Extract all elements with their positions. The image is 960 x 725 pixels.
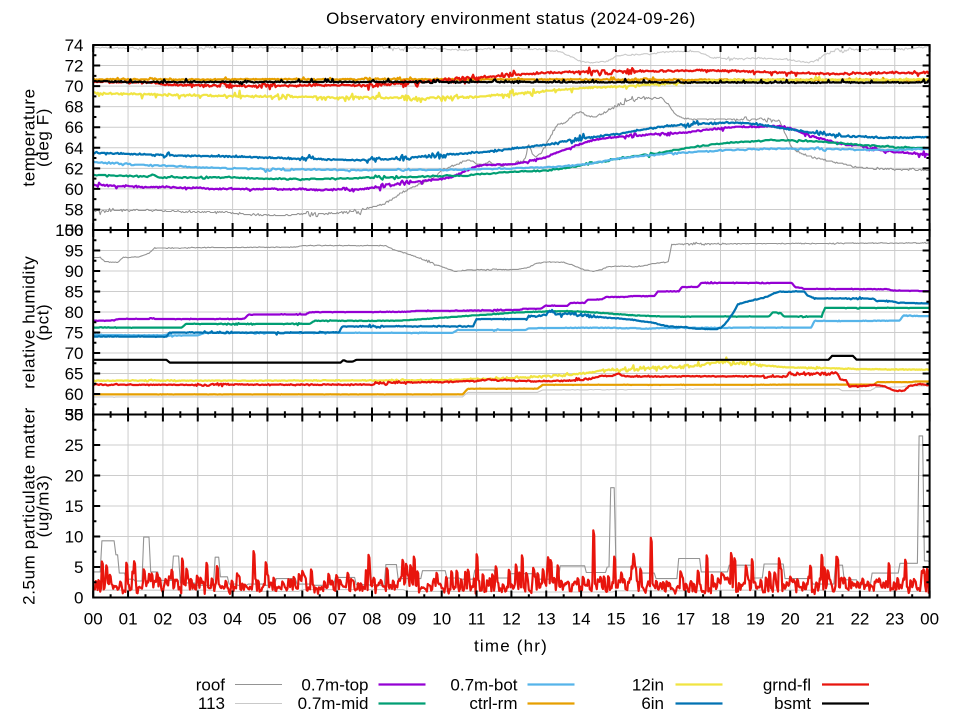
svg-text:16: 16 xyxy=(641,610,660,629)
svg-text:(deg F): (deg F) xyxy=(34,108,53,167)
svg-text:17: 17 xyxy=(676,610,695,629)
svg-text:2.5um particulate matter: 2.5um particulate matter xyxy=(20,407,39,605)
svg-text:23: 23 xyxy=(885,610,904,629)
svg-text:temperature: temperature xyxy=(20,88,39,186)
svg-text:09: 09 xyxy=(397,610,416,629)
svg-text:00: 00 xyxy=(84,610,103,629)
svg-text:03: 03 xyxy=(188,610,207,629)
svg-text:21: 21 xyxy=(816,610,835,629)
svg-text:19: 19 xyxy=(746,610,765,629)
svg-text:74: 74 xyxy=(65,36,84,55)
svg-text:62: 62 xyxy=(65,159,84,178)
svg-text:64: 64 xyxy=(65,139,84,158)
svg-text:0.7m-bot: 0.7m-bot xyxy=(450,675,517,694)
svg-text:07: 07 xyxy=(328,610,347,629)
svg-text:10: 10 xyxy=(432,610,451,629)
svg-text:11: 11 xyxy=(468,610,486,629)
svg-text:00: 00 xyxy=(920,610,939,629)
svg-text:0.7m-top: 0.7m-top xyxy=(301,675,368,694)
svg-text:6in: 6in xyxy=(641,694,664,713)
svg-text:90: 90 xyxy=(65,262,84,281)
svg-text:75: 75 xyxy=(65,324,84,343)
svg-text:70: 70 xyxy=(65,344,84,363)
svg-text:66: 66 xyxy=(65,118,84,137)
svg-text:15: 15 xyxy=(607,610,626,629)
svg-text:01: 01 xyxy=(119,610,138,629)
svg-text:13: 13 xyxy=(537,610,556,629)
svg-text:bsmt: bsmt xyxy=(774,694,811,713)
svg-text:25: 25 xyxy=(65,436,84,455)
svg-text:95: 95 xyxy=(65,242,84,261)
svg-text:68: 68 xyxy=(65,98,84,117)
svg-text:0.7m-mid: 0.7m-mid xyxy=(298,694,369,713)
svg-text:roof: roof xyxy=(196,675,226,694)
svg-text:10: 10 xyxy=(65,528,84,547)
svg-text:56: 56 xyxy=(65,221,84,240)
svg-text:12: 12 xyxy=(502,610,521,629)
svg-text:60: 60 xyxy=(65,385,84,404)
svg-text:18: 18 xyxy=(711,610,730,629)
svg-text:grnd-fl: grnd-fl xyxy=(763,675,811,694)
svg-text:15: 15 xyxy=(65,497,84,516)
svg-text:time (hr): time (hr) xyxy=(474,637,548,656)
svg-text:58: 58 xyxy=(65,200,84,219)
svg-text:08: 08 xyxy=(363,610,382,629)
svg-text:04: 04 xyxy=(223,610,242,629)
svg-text:20: 20 xyxy=(781,610,800,629)
svg-text:relative humidity: relative humidity xyxy=(20,256,39,389)
svg-text:80: 80 xyxy=(65,303,84,322)
svg-text:100: 100 xyxy=(55,221,83,240)
svg-text:ctrl-rm: ctrl-rm xyxy=(469,694,517,713)
svg-text:02: 02 xyxy=(153,610,172,629)
svg-text:06: 06 xyxy=(293,610,312,629)
svg-text:85: 85 xyxy=(65,283,84,302)
svg-text:05: 05 xyxy=(258,610,277,629)
svg-text:113: 113 xyxy=(198,694,225,713)
svg-text:30: 30 xyxy=(65,406,84,425)
svg-text:(ug/m3): (ug/m3) xyxy=(34,475,53,538)
svg-text:70: 70 xyxy=(65,77,84,96)
svg-text:Observatory environment status: Observatory environment status (2024-09-… xyxy=(326,9,696,28)
svg-text:60: 60 xyxy=(65,180,84,199)
svg-text:14: 14 xyxy=(572,610,591,629)
svg-text:20: 20 xyxy=(65,467,84,486)
svg-text:65: 65 xyxy=(65,365,84,384)
svg-text:72: 72 xyxy=(65,57,84,76)
svg-text:55: 55 xyxy=(65,406,84,425)
svg-text:(pct): (pct) xyxy=(34,304,53,341)
svg-text:0: 0 xyxy=(74,589,83,608)
svg-text:22: 22 xyxy=(850,610,869,629)
svg-text:5: 5 xyxy=(74,558,83,577)
svg-text:12in: 12in xyxy=(632,675,664,694)
